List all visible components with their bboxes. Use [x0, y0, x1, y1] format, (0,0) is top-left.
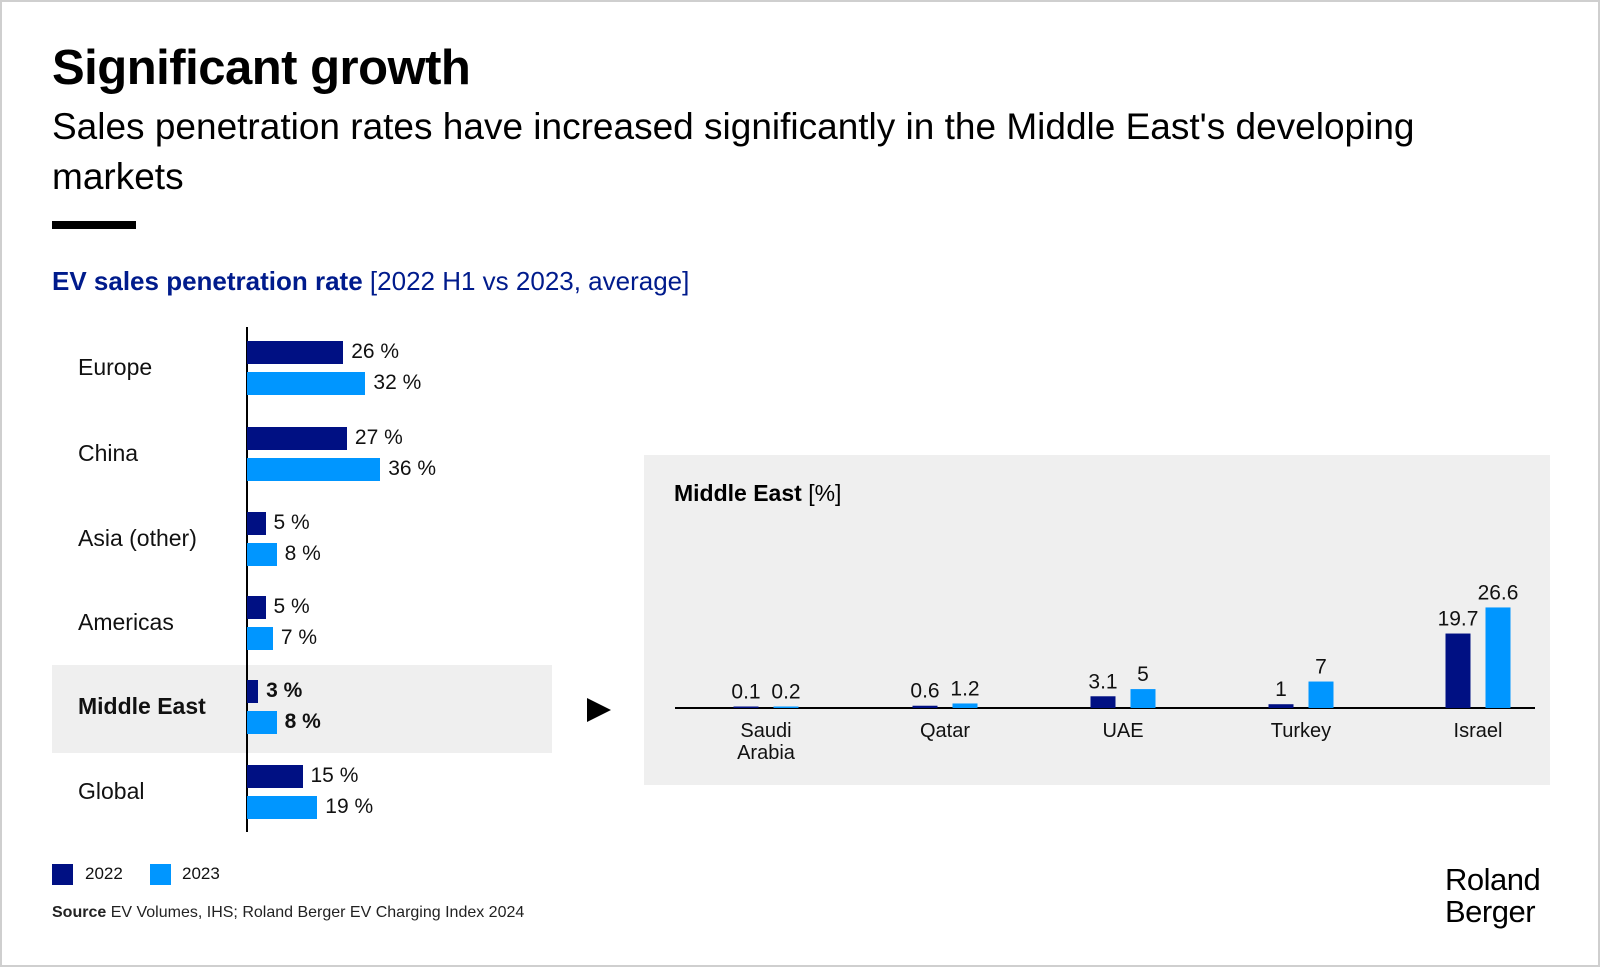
- bar-value-label: 36 %: [388, 457, 437, 480]
- bar-value-label: 27 %: [354, 426, 403, 449]
- page-title: Significant growth: [52, 41, 471, 95]
- middle-east-panel: [644, 455, 1550, 785]
- me-bar-2022: [733, 706, 759, 708]
- me-bar-value-label: 0.6: [910, 680, 939, 703]
- region-label: Europe: [78, 354, 153, 380]
- bar-2023: [247, 372, 366, 395]
- bar-2022: [247, 596, 266, 619]
- me-bar-value-label: 1: [1275, 678, 1287, 701]
- chart-title: EV sales penetration rate: [52, 266, 363, 296]
- me-title-text: Middle East: [674, 480, 802, 506]
- page-subtitle: Sales penetration rates have increased s…: [52, 106, 1415, 197]
- me-category-label: Saudi: [740, 720, 791, 742]
- me-bar-value-label: 0.2: [771, 681, 800, 704]
- me-bar-2023: [1485, 607, 1511, 708]
- me-category-label: Qatar: [920, 720, 970, 742]
- bar-2023: [247, 627, 273, 650]
- middle-east-highlight-band: [52, 665, 552, 753]
- legend-label-2023: 2023: [182, 864, 220, 883]
- me-bar-2023: [952, 703, 978, 708]
- legend-swatch-2022: [52, 864, 73, 885]
- me-bar-value-label: 0.1: [731, 681, 760, 704]
- source-text: EV Volumes, IHS; Roland Berger EV Chargi…: [110, 904, 525, 921]
- region-chart-axis: [246, 327, 248, 832]
- me-bar-2022: [1090, 696, 1116, 708]
- bar-2022: [247, 512, 266, 535]
- me-bar-value-label: 5: [1137, 663, 1149, 686]
- bar-2023: [247, 543, 277, 566]
- me-bar-value-label: 26.6: [1478, 581, 1519, 604]
- me-category-label: Arabia: [737, 742, 796, 764]
- region-label: Americas: [78, 609, 174, 635]
- region-label: Middle East: [78, 693, 206, 719]
- region-label: China: [78, 440, 139, 466]
- bar-2022: [247, 680, 259, 703]
- me-bar-value-label: 3.1: [1088, 670, 1117, 693]
- bar-value-label: 8 %: [284, 710, 321, 733]
- legend-label-2022: 2022: [85, 864, 123, 883]
- legend-swatch-2023: [150, 864, 171, 885]
- region-label: Asia (other): [78, 525, 197, 551]
- me-bar-value-label: 1.2: [950, 677, 979, 700]
- bar-value-label: 8 %: [284, 542, 321, 565]
- bar-value-label: 15 %: [310, 764, 359, 787]
- roland-berger-logo: Roland Berger: [1445, 862, 1541, 929]
- me-category-label: Turkey: [1271, 720, 1331, 742]
- bar-2023: [247, 796, 318, 819]
- bar-value-label: 26 %: [351, 340, 400, 363]
- middle-east-chart-title: Middle East [%]: [674, 480, 841, 507]
- logo-line-1: Roland: [1445, 862, 1541, 897]
- me-bar-2023: [1308, 681, 1334, 708]
- me-bar-2023: [1130, 689, 1156, 708]
- bar-value-label: 19 %: [325, 795, 374, 818]
- me-bar-value-label: 19.7: [1438, 608, 1479, 631]
- bar-value-label: 5 %: [273, 511, 310, 534]
- me-title-unit: [%]: [808, 480, 842, 506]
- bar-value-label: 3 %: [266, 679, 303, 702]
- title-underline: [52, 221, 136, 229]
- arrow-right-icon: [587, 698, 611, 722]
- me-bar-2022: [1445, 633, 1471, 708]
- bar-2023: [247, 458, 381, 481]
- bar-2022: [247, 341, 344, 364]
- bar-2022: [247, 765, 303, 788]
- me-category-label: Israel: [1454, 720, 1503, 742]
- source-label: Source: [52, 904, 107, 921]
- me-bar-2022: [1268, 704, 1294, 708]
- chart-heading: EV sales penetration rate [2022 H1 vs 20…: [52, 266, 689, 297]
- me-bar-2023: [773, 706, 799, 708]
- bar-value-label: 7 %: [280, 626, 318, 649]
- bar-2023: [247, 711, 277, 734]
- region-label: Global: [78, 778, 145, 804]
- me-category-label: UAE: [1102, 720, 1143, 742]
- bar-value-label: 32 %: [373, 371, 422, 394]
- chart-qualifier: [2022 H1 vs 2023, average]: [369, 266, 690, 296]
- me-bar-value-label: 7: [1315, 656, 1327, 679]
- logo-line-2: Berger: [1445, 894, 1536, 929]
- source-note: Source EV Volumes, IHS; Roland Berger EV…: [52, 904, 524, 922]
- bar-value-label: 5 %: [273, 595, 310, 618]
- bar-2022: [247, 427, 347, 450]
- me-bar-2022: [912, 705, 938, 708]
